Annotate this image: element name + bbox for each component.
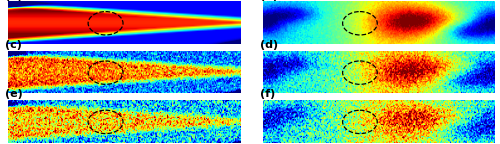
Text: (c): (c) xyxy=(5,40,22,50)
Text: (e): (e) xyxy=(5,89,23,99)
Text: (d): (d) xyxy=(260,40,278,50)
Text: (a): (a) xyxy=(5,0,23,1)
Text: (f): (f) xyxy=(260,89,276,99)
Text: (b): (b) xyxy=(260,0,278,1)
